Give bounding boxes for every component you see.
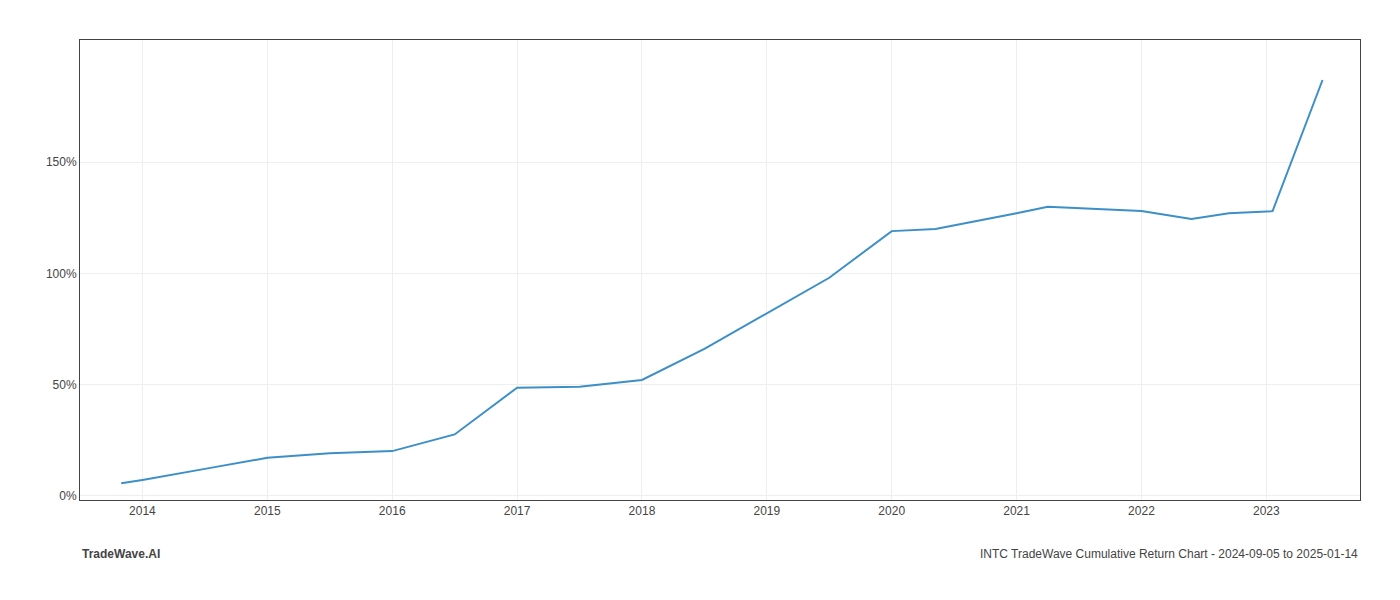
- svg-text:TradeWave.AI: TradeWave.AI: [82, 547, 160, 561]
- svg-text:150%: 150%: [46, 155, 77, 169]
- svg-text:2015: 2015: [254, 504, 281, 518]
- svg-text:2022: 2022: [1128, 504, 1155, 518]
- svg-text:0%: 0%: [59, 489, 77, 503]
- svg-text:2016: 2016: [379, 504, 406, 518]
- svg-text:2019: 2019: [753, 504, 780, 518]
- svg-text:2018: 2018: [629, 504, 656, 518]
- svg-text:2023: 2023: [1253, 504, 1280, 518]
- svg-text:INTC TradeWave Cumulative Retu: INTC TradeWave Cumulative Return Chart -…: [980, 547, 1358, 561]
- svg-text:2020: 2020: [878, 504, 905, 518]
- svg-text:100%: 100%: [46, 267, 77, 281]
- svg-text:2017: 2017: [504, 504, 531, 518]
- svg-text:2021: 2021: [1003, 504, 1030, 518]
- svg-text:2014: 2014: [129, 504, 156, 518]
- svg-text:50%: 50%: [53, 378, 77, 392]
